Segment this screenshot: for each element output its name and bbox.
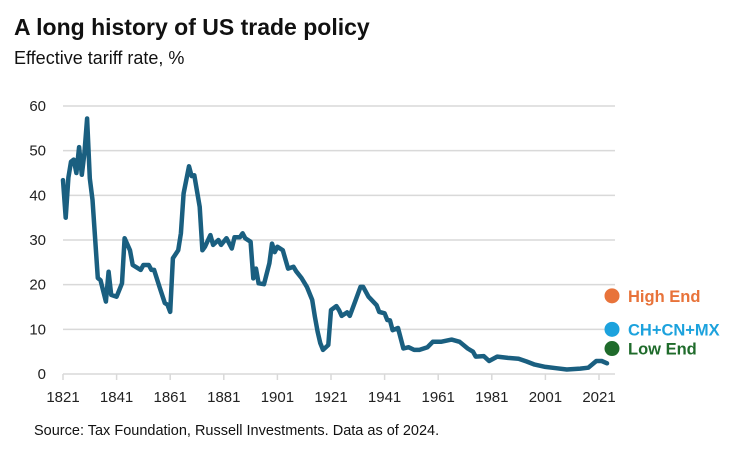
source-note: Source: Tax Foundation, Russell Investme…	[34, 423, 440, 439]
y-tick-label: 40	[29, 187, 46, 204]
scenario-label: CH+CN+MX	[628, 321, 720, 339]
x-tick-label: 1961	[422, 389, 455, 406]
scenario-marker	[604, 341, 620, 357]
y-tick-label: 50	[29, 143, 46, 160]
scenario-label: Low End	[628, 341, 697, 359]
y-tick-label: 30	[29, 232, 46, 249]
y-tick-label: 10	[29, 321, 46, 338]
x-tick-label: 1821	[46, 389, 79, 406]
x-tick-label: 2021	[582, 389, 615, 406]
y-tick-label: 20	[29, 277, 46, 294]
x-tick-label: 1981	[475, 389, 508, 406]
x-tick-label: 1861	[154, 389, 187, 406]
scenario-marker	[604, 321, 620, 337]
x-tick-label: 1841	[100, 389, 133, 406]
tariff-rate-line	[60, 116, 610, 372]
chart-title: A long history of US trade policy	[14, 14, 370, 40]
chart-subtitle: Effective tariff rate, %	[14, 48, 185, 68]
scenario-label: High End	[628, 288, 700, 306]
scenario-marker	[604, 288, 620, 304]
x-tick-label: 2001	[529, 389, 562, 406]
x-tick-label: 1941	[368, 389, 401, 406]
y-tick-label: 0	[38, 366, 46, 383]
x-tick-label: 1881	[207, 389, 240, 406]
y-tick-label: 60	[29, 98, 46, 115]
x-tick-label: 1901	[261, 389, 294, 406]
x-tick-label: 1921	[314, 389, 347, 406]
